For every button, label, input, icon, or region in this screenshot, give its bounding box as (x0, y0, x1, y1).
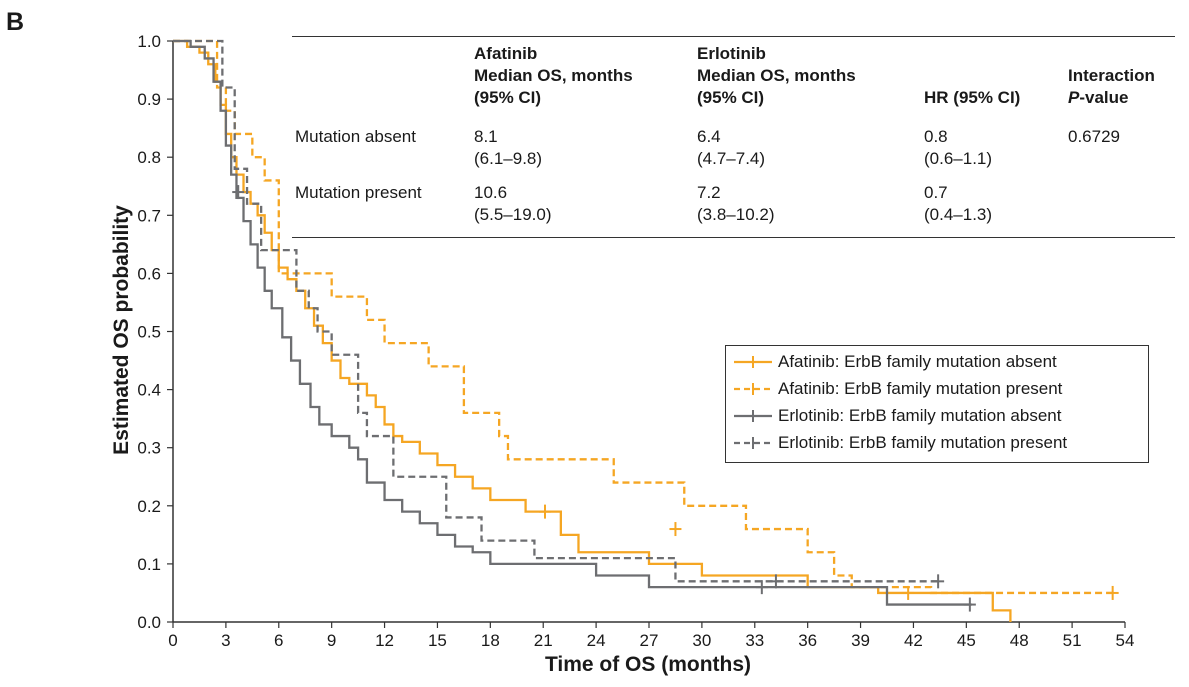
y-tick-label: 0.2 (137, 497, 161, 516)
y-tick-label: 0.4 (137, 381, 161, 400)
km-curve-2 (173, 39, 1117, 595)
survival-curves (173, 39, 1119, 622)
legend-line-icon (734, 356, 772, 368)
y-tick-label: 0.5 (137, 323, 161, 342)
x-tick-label: 45 (957, 631, 976, 650)
x-tick-label: 54 (1116, 631, 1135, 650)
legend-dashed-line-icon (734, 437, 772, 449)
x-tick-label: 9 (327, 631, 336, 650)
header-interaction-p: Interaction P-value (1068, 66, 1155, 107)
cell-afatinib-present: 10.6 (5.5–19.0) (474, 183, 552, 224)
cell-erlotinib-present: 7.2 (3.8–10.2) (697, 183, 775, 224)
panel-label: B (6, 8, 25, 36)
cell-hr-present: 0.7 (0.4–1.3) (924, 183, 993, 224)
legend-item-afatinib-present: Afatinib: ErbB family mutation present (732, 377, 1062, 401)
y-tick-label: 0.1 (137, 555, 161, 574)
km-curve-4 (173, 39, 942, 583)
legend-label: Erlotinib: ErbB family mutation absent (778, 406, 1062, 425)
y-tick-label: 0.6 (137, 264, 161, 283)
legend-line-icon (734, 410, 772, 422)
x-tick-label: 24 (587, 631, 606, 650)
y-tick-label: 0.7 (137, 206, 161, 225)
cell-hr-absent: 0.8 (0.6–1.1) (924, 127, 993, 168)
legend-dashed-line-icon (734, 383, 772, 395)
x-tick-label: 15 (428, 631, 447, 650)
x-tick-label: 3 (221, 631, 230, 650)
header-afatinib: Afatinib Median OS, months (95% CI) (474, 44, 633, 107)
x-tick-label: 33 (745, 631, 764, 650)
y-axis-label: Estimated OS probability (110, 205, 133, 455)
x-tick-label: 0 (168, 631, 177, 650)
header-hr: HR (95% CI) (924, 88, 1021, 107)
legend-label: Erlotinib: ErbB family mutation present (778, 433, 1068, 452)
x-tick-label: 42 (904, 631, 923, 650)
legend-item-erlotinib-absent: Erlotinib: ErbB family mutation absent (732, 404, 1061, 428)
x-tick-label: 51 (1063, 631, 1082, 650)
x-tick-label: 30 (692, 631, 711, 650)
y-tick-label: 1.0 (137, 32, 161, 51)
cell-erlotinib-absent: 6.4 (4.7–7.4) (697, 127, 766, 168)
x-tick-label: 6 (274, 631, 283, 650)
row-label-mutation-absent: Mutation absent (295, 127, 416, 146)
legend: Afatinib: ErbB family mutation absent Af… (725, 345, 1149, 463)
y-tick-label: 0.0 (137, 613, 161, 632)
statistics-table: Afatinib Median OS, months (95% CI) Erlo… (292, 36, 1175, 238)
cell-afatinib-absent: 8.1 (6.1–9.8) (474, 127, 543, 168)
km-curve-3 (173, 39, 972, 606)
x-axis-label: Time of OS (months) (544, 653, 752, 676)
x-tick-label: 27 (640, 631, 659, 650)
axes: 0 3 6 9 12 15 18 21 24 27 30 33 36 39 42 45 48 51 540.00.1… (137, 32, 1134, 650)
header-erlotinib: Erlotinib Median OS, months (95% CI) (697, 44, 856, 107)
legend-label: Afatinib: ErbB family mutation present (778, 379, 1063, 398)
x-tick-label: 18 (481, 631, 500, 650)
cell-p-value: 0.6729 (1068, 127, 1120, 146)
y-tick-label: 0.8 (137, 148, 161, 167)
x-tick-label: 36 (798, 631, 817, 650)
x-tick-label: 39 (851, 631, 870, 650)
legend-label: Afatinib: ErbB family mutation absent (778, 352, 1057, 371)
x-tick-label: 48 (1010, 631, 1029, 650)
legend-item-erlotinib-present: Erlotinib: ErbB family mutation present (732, 431, 1067, 455)
x-tick-label: 21 (534, 631, 553, 650)
y-tick-label: 0.3 (137, 439, 161, 458)
row-label-mutation-present: Mutation present (295, 183, 422, 202)
y-tick-label: 0.9 (137, 90, 161, 109)
legend-item-afatinib-absent: Afatinib: ErbB family mutation absent (732, 350, 1057, 374)
x-tick-label: 12 (375, 631, 394, 650)
